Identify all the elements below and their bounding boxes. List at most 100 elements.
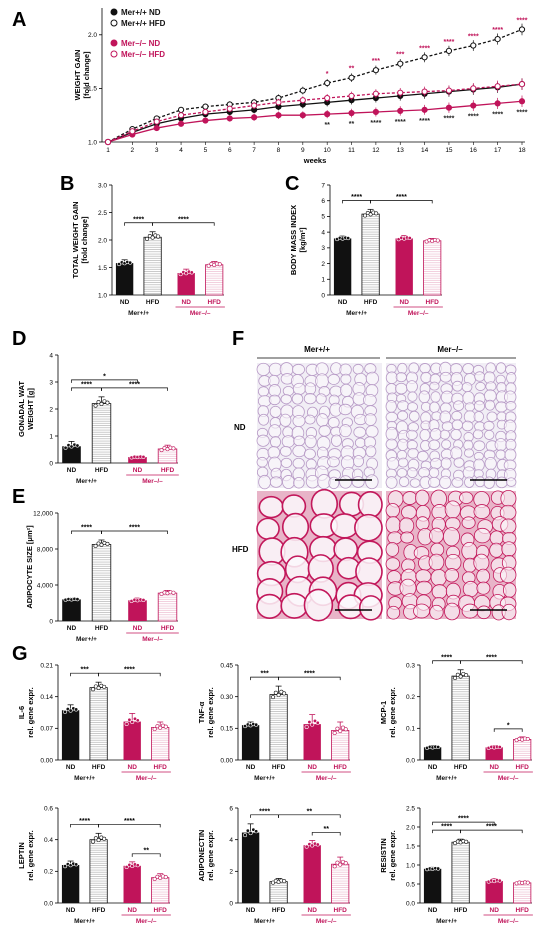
adipocyte-cell	[279, 445, 292, 457]
mcp1-bar-chart: 0.0 0.1 0.2 0.3 MCP-1rel. gene expr. ND HFD ND H…	[379, 654, 533, 782]
y-tick-label: 1.0	[98, 292, 107, 299]
y-tick-label: 2.5	[406, 805, 415, 812]
adipocyte-cell	[429, 428, 442, 441]
bar	[241, 832, 260, 903]
adipocyte-cell	[428, 439, 441, 451]
adipocyte-cell	[305, 474, 320, 489]
data-point	[304, 844, 309, 849]
data-point	[335, 726, 340, 731]
adipocyte-cell	[280, 394, 292, 405]
data-point	[310, 843, 315, 848]
x-tick-label: 10	[324, 147, 332, 154]
category-label: ND	[428, 907, 438, 914]
significance-bracket	[460, 829, 523, 834]
adipocyte-cell	[315, 393, 327, 405]
y-tick-label: 0.0	[44, 900, 53, 907]
adipocyte-cell	[365, 371, 379, 386]
y-axis-label: TNF-αrel. gene expr.	[197, 687, 215, 737]
series-line	[107, 83, 523, 143]
data-point	[135, 718, 140, 723]
y-tick-label: 4	[321, 229, 325, 236]
x-tick-label: 18	[518, 147, 526, 154]
adipocyte-cell	[428, 467, 440, 478]
bar	[331, 863, 350, 904]
data-point	[93, 543, 98, 548]
category-label: HFD	[161, 625, 175, 632]
data-point	[96, 685, 101, 690]
category-label: ND	[246, 907, 256, 914]
bar	[513, 739, 532, 761]
adipocyte-cell	[405, 380, 418, 393]
adipocyte-cell	[385, 399, 397, 413]
significance-marker: *	[326, 71, 329, 78]
category-label: ND	[182, 299, 192, 306]
adipocyte-cell	[280, 457, 293, 468]
adipocyte-cell	[415, 569, 432, 584]
adipocyte-cell	[327, 456, 340, 468]
data-point	[171, 590, 176, 595]
significance-marker: ****	[517, 109, 528, 116]
bar	[89, 839, 108, 904]
significance-marker: ****	[351, 194, 362, 201]
data-point	[104, 138, 112, 146]
adipocyte-cell	[395, 372, 407, 383]
y-axis-label: TOTAL WEIGHT GAIN[fold change]	[71, 201, 89, 278]
bar	[61, 865, 80, 903]
adipocyte-cell	[385, 438, 398, 450]
il6-bar-chart: 0.00 0.07 0.14 0.21 IL-6rel. gene expr. ND HFD…	[17, 662, 171, 782]
significance-marker: **	[324, 122, 330, 129]
adipocyte-cell	[428, 553, 445, 571]
y-tick-label: 0.4	[44, 837, 53, 844]
data-point	[217, 262, 222, 267]
y-axis-label-line: IL-6	[17, 706, 26, 719]
adipocyte-cell	[429, 604, 444, 620]
significance-marker: ****	[419, 45, 430, 52]
data-point	[128, 260, 133, 265]
significance-marker: ***	[372, 58, 380, 65]
y-tick-label: 0.45	[220, 662, 233, 669]
data-point	[243, 833, 248, 838]
adipocyte-cell	[328, 476, 340, 490]
panel-label-g: G	[12, 643, 28, 665]
adipocyte-cell	[476, 605, 491, 620]
adipocyte-cell	[282, 475, 295, 490]
bar	[269, 694, 288, 761]
category-label: ND	[338, 299, 348, 306]
y-axis-label-line: [kg/m²]	[298, 227, 307, 253]
category-label: HFD	[161, 467, 175, 474]
y-axis-label: WEIGHT GAIN[fold change]	[73, 50, 91, 101]
data-point	[518, 81, 526, 88]
adipocyte-cell	[397, 438, 409, 452]
bar	[241, 725, 260, 760]
y-tick-label: 2.0	[98, 237, 107, 244]
data-point	[93, 836, 98, 841]
significance-marker: ****	[178, 216, 189, 223]
adipocyte-cell	[293, 476, 305, 489]
y-axis-label-line: TOTAL WEIGHT GAIN	[71, 201, 80, 278]
data-point	[206, 263, 211, 268]
adipocyte-cell	[495, 476, 508, 489]
adipocyte-cell	[316, 413, 329, 428]
data-point	[63, 709, 68, 714]
bar	[513, 882, 532, 904]
adipocyte-cell	[292, 414, 306, 428]
bar	[333, 238, 352, 295]
adipocyte-cell	[358, 595, 383, 621]
legend-marker	[110, 19, 118, 27]
data-point	[518, 26, 526, 33]
adipocyte-cell	[451, 410, 463, 421]
adipocyte-cell	[461, 516, 476, 529]
adipocyte-cell	[452, 380, 463, 392]
adipocyte-cell	[256, 593, 284, 619]
adipocyte-cell	[304, 414, 316, 425]
data-point	[91, 839, 96, 844]
significance-marker: ****	[443, 116, 454, 123]
adipocyte-cell	[364, 413, 377, 426]
category-label: ND	[308, 764, 318, 771]
adipocyte-cell	[500, 489, 517, 508]
data-point	[63, 864, 68, 869]
adipocyte-cell	[439, 475, 452, 489]
data-point	[346, 236, 351, 241]
y-tick-label: 2.5	[98, 210, 107, 217]
adipocyte-cell	[459, 491, 474, 504]
